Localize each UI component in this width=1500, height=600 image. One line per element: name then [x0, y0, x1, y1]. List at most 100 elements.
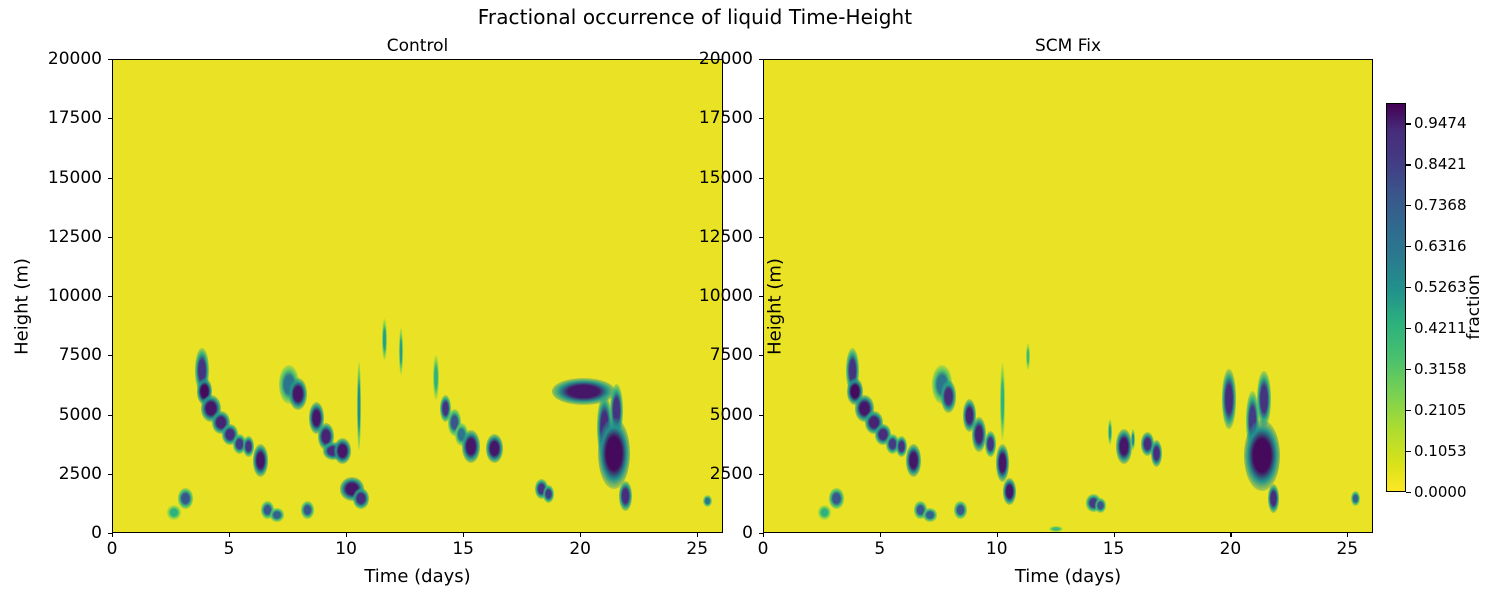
heatmap-cell: [896, 435, 908, 457]
yaxis-tick-label: 5000: [709, 404, 753, 425]
yaxis-tick-mark: [759, 296, 763, 298]
yaxis-tick-mark: [108, 236, 112, 238]
yaxis-tick-label: 12500: [47, 226, 102, 247]
heatmap-cell: [356, 361, 362, 451]
heatmap-cell: [462, 430, 481, 463]
xaxis-tick-mark: [580, 533, 582, 537]
xaxis-tick-mark: [346, 533, 348, 537]
colorbar-tick-mark: [1406, 164, 1411, 166]
colorbar-label: fraction: [1464, 274, 1484, 340]
xaxis-tick-mark: [697, 533, 699, 537]
colorbar-tick-label: 0.2105: [1414, 401, 1467, 420]
heatmap-cell: [1025, 342, 1031, 370]
colorbar-tick-mark: [1406, 492, 1411, 494]
xaxis-tick-mark: [463, 533, 465, 537]
heatmap-cell: [1267, 483, 1280, 514]
colorbar-tick-mark: [1406, 287, 1411, 289]
colorbar-tick-label: 0.1053: [1414, 442, 1467, 461]
colorbar-tick-label: 0.7368: [1414, 196, 1467, 215]
yaxis-tick-label: 10000: [47, 286, 102, 306]
yaxis-tick-label: 0: [91, 523, 102, 543]
heatmap-cell: [905, 444, 922, 477]
heatmap-cell: [598, 417, 630, 489]
yaxis-label-scm-fix: Height (m): [764, 258, 786, 355]
heatmap-scm-fix: [764, 60, 1372, 532]
heatmap-cell: [1116, 428, 1132, 465]
colorbar-tick-mark: [1406, 123, 1411, 125]
heatmap-cell: [252, 444, 269, 477]
heatmap-cell: [432, 355, 440, 400]
yaxis-tick-label: 2500: [709, 463, 753, 484]
yaxis-tick-mark: [759, 118, 763, 120]
yaxis-tick-label: 2500: [58, 463, 102, 484]
yaxis-tick-mark: [108, 414, 112, 416]
colorbar: [1386, 103, 1406, 492]
yaxis-tick-mark: [108, 118, 112, 120]
xaxis-tick-mark: [1113, 533, 1115, 537]
xaxis-tick-label: 25: [686, 539, 709, 559]
colorbar-tick-mark: [1406, 328, 1411, 330]
heatmap-cell: [270, 507, 284, 523]
colorbar-tick-mark: [1406, 369, 1411, 371]
plot-axes-scm-fix: [763, 59, 1373, 533]
plot-axes-control: [112, 59, 723, 533]
yaxis-tick-label: 20000: [698, 49, 753, 69]
heatmap-cell: [353, 488, 369, 509]
yaxis-tick-mark: [108, 296, 112, 298]
colorbar-tick-label: 0.3158: [1414, 360, 1467, 379]
heatmap-cell: [167, 505, 181, 521]
yaxis-tick-label: 5000: [58, 404, 102, 425]
heatmap-cell: [289, 377, 307, 411]
yaxis-tick-mark: [108, 59, 112, 61]
xaxis-tick-label: 5: [223, 539, 235, 559]
colorbar-tick-mark: [1406, 410, 1411, 412]
heatmap-cell: [1257, 370, 1271, 428]
yaxis-tick-mark: [108, 177, 112, 179]
yaxis-tick-mark: [759, 236, 763, 238]
yaxis-tick-label: 10000: [698, 286, 753, 306]
xaxis-tick-label: 25: [1336, 539, 1359, 559]
xaxis-tick-label: 15: [1102, 539, 1125, 559]
heatmap-cell: [953, 501, 967, 520]
colorbar-tick-label: 0.4211: [1414, 319, 1467, 338]
colorbar-tick-mark: [1406, 246, 1411, 248]
heatmap-cell: [972, 416, 986, 453]
heatmap-cell: [1222, 369, 1236, 429]
heatmap-cell: [885, 433, 900, 455]
yaxis-tick-label: 7500: [58, 345, 102, 366]
yaxis-tick-label: 15000: [698, 167, 753, 188]
xaxis-tick-label: 10: [985, 539, 1008, 559]
yaxis-tick-mark: [759, 473, 763, 475]
colorbar-tick-label: 0.0000: [1414, 483, 1467, 501]
heatmap-cell: [923, 507, 937, 523]
yaxis-tick-mark: [108, 533, 112, 535]
yaxis-tick-mark: [108, 355, 112, 357]
heatmap-cell: [1049, 526, 1063, 532]
xaxis-tick-label: 0: [106, 539, 118, 559]
heatmap-cell: [243, 435, 255, 457]
yaxis-tick-label: 17500: [698, 108, 753, 129]
heatmap-cell: [1000, 362, 1005, 440]
heatmap-control: [113, 60, 722, 532]
colorbar-tick-label: 0.8421: [1414, 155, 1467, 174]
heatmap-cell: [1002, 478, 1017, 505]
yaxis-tick-label: 0: [742, 523, 753, 543]
heatmap-cell: [1131, 428, 1136, 450]
heatmap-cell: [485, 433, 504, 464]
xaxis-label-scm-fix: Time (days): [1014, 566, 1122, 587]
heatmap-cell: [542, 484, 554, 503]
xaxis-label-control: Time (days): [364, 566, 471, 587]
heatmap-cell: [619, 481, 633, 511]
yaxis-tick-mark: [759, 355, 763, 357]
heatmap-cell: [1151, 440, 1163, 467]
yaxis-tick-mark: [759, 414, 763, 416]
xaxis-tick-label: 5: [874, 539, 886, 559]
xaxis-tick-label: 0: [757, 539, 769, 559]
colorbar-tick-mark: [1406, 205, 1411, 207]
heatmap-cell: [177, 488, 194, 509]
colorbar-tick-label: 0.5263: [1414, 278, 1467, 297]
xaxis-tick-label: 20: [1219, 539, 1242, 559]
xaxis-tick-label: 20: [569, 539, 592, 559]
heatmap-cell: [382, 318, 387, 361]
